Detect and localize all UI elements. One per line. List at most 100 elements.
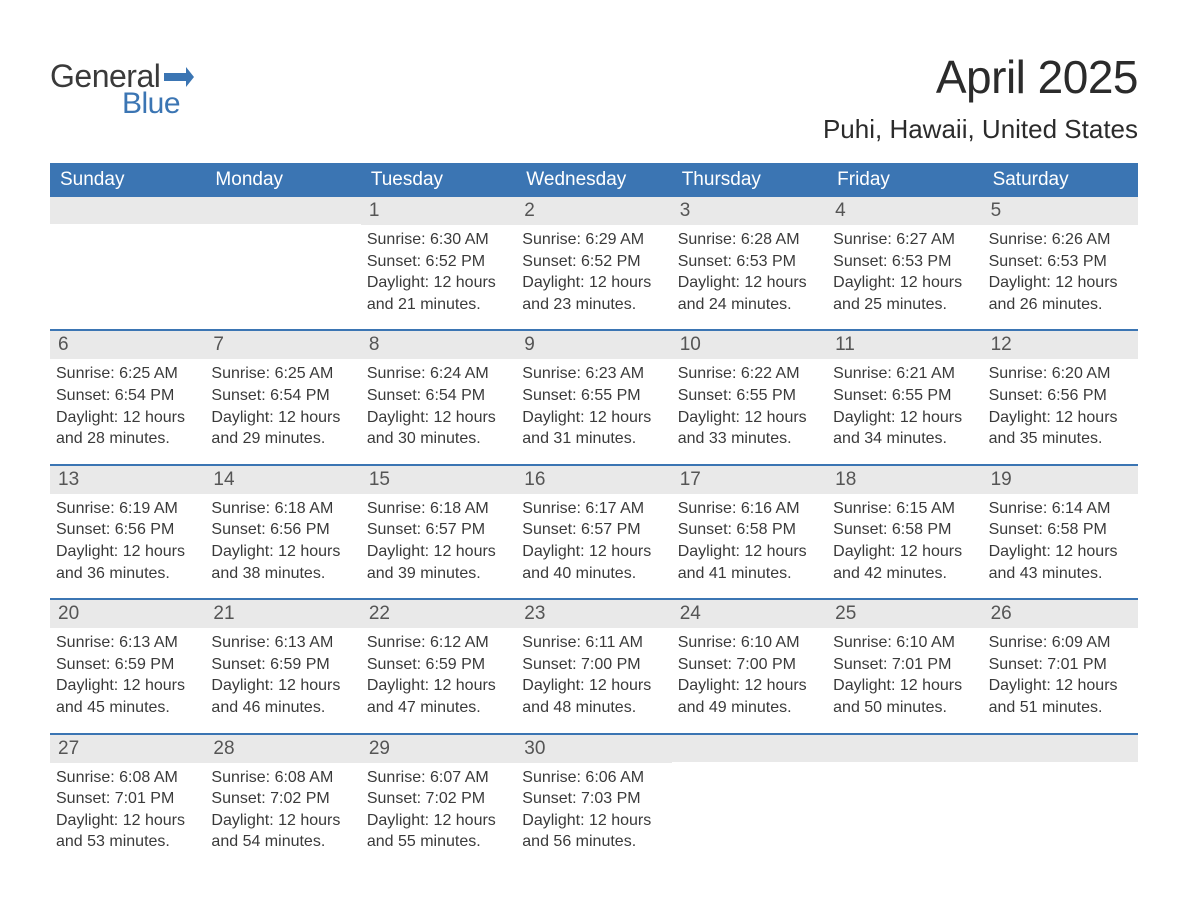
sunset-text: Sunset: 6:56 PM — [989, 385, 1132, 407]
day-cell — [827, 735, 982, 853]
day-cell: 24Sunrise: 6:10 AMSunset: 7:00 PMDayligh… — [672, 600, 827, 718]
header: General Blue April 2025 Puhi, Hawaii, Un… — [50, 50, 1138, 145]
day-cell: 27Sunrise: 6:08 AMSunset: 7:01 PMDayligh… — [50, 735, 205, 853]
sunrise-text: Sunrise: 6:29 AM — [522, 229, 665, 251]
day-number: 15 — [361, 466, 516, 494]
sunset-text: Sunset: 6:55 PM — [522, 385, 665, 407]
sunrise-text: Sunrise: 6:30 AM — [367, 229, 510, 251]
day-details: Sunrise: 6:24 AMSunset: 6:54 PMDaylight:… — [361, 359, 516, 449]
daylight-text: Daylight: 12 hours and 47 minutes. — [367, 675, 510, 718]
sunset-text: Sunset: 6:55 PM — [833, 385, 976, 407]
daylight-text: Daylight: 12 hours and 42 minutes. — [833, 541, 976, 584]
sunset-text: Sunset: 7:03 PM — [522, 788, 665, 810]
day-number: 8 — [361, 331, 516, 359]
day-cell: 10Sunrise: 6:22 AMSunset: 6:55 PMDayligh… — [672, 331, 827, 449]
sunset-text: Sunset: 6:52 PM — [522, 251, 665, 273]
sunrise-text: Sunrise: 6:20 AM — [989, 363, 1132, 385]
day-number: 17 — [672, 466, 827, 494]
sunset-text: Sunset: 6:58 PM — [989, 519, 1132, 541]
location-label: Puhi, Hawaii, United States — [823, 114, 1138, 145]
sunset-text: Sunset: 6:53 PM — [989, 251, 1132, 273]
sunrise-text: Sunrise: 6:25 AM — [211, 363, 354, 385]
day-number: 25 — [827, 600, 982, 628]
daylight-text: Daylight: 12 hours and 38 minutes. — [211, 541, 354, 584]
day-details: Sunrise: 6:15 AMSunset: 6:58 PMDaylight:… — [827, 494, 982, 584]
sunset-text: Sunset: 6:54 PM — [211, 385, 354, 407]
daylight-text: Daylight: 12 hours and 45 minutes. — [56, 675, 199, 718]
day-details: Sunrise: 6:18 AMSunset: 6:57 PMDaylight:… — [361, 494, 516, 584]
sunrise-text: Sunrise: 6:24 AM — [367, 363, 510, 385]
daylight-text: Daylight: 12 hours and 48 minutes. — [522, 675, 665, 718]
day-cell — [983, 735, 1138, 853]
day-details: Sunrise: 6:13 AMSunset: 6:59 PMDaylight:… — [205, 628, 360, 718]
day-cell: 25Sunrise: 6:10 AMSunset: 7:01 PMDayligh… — [827, 600, 982, 718]
day-details: Sunrise: 6:13 AMSunset: 6:59 PMDaylight:… — [50, 628, 205, 718]
day-details: Sunrise: 6:25 AMSunset: 6:54 PMDaylight:… — [205, 359, 360, 449]
week-row: 20Sunrise: 6:13 AMSunset: 6:59 PMDayligh… — [50, 598, 1138, 718]
sunrise-text: Sunrise: 6:21 AM — [833, 363, 976, 385]
day-number — [205, 197, 360, 224]
day-cell — [672, 735, 827, 853]
daylight-text: Daylight: 12 hours and 23 minutes. — [522, 272, 665, 315]
day-details: Sunrise: 6:27 AMSunset: 6:53 PMDaylight:… — [827, 225, 982, 315]
daylight-text: Daylight: 12 hours and 50 minutes. — [833, 675, 976, 718]
day-cell: 4Sunrise: 6:27 AMSunset: 6:53 PMDaylight… — [827, 197, 982, 315]
dayhead-saturday: Saturday — [983, 163, 1138, 197]
day-details: Sunrise: 6:21 AMSunset: 6:55 PMDaylight:… — [827, 359, 982, 449]
sunset-text: Sunset: 7:01 PM — [56, 788, 199, 810]
day-cell: 11Sunrise: 6:21 AMSunset: 6:55 PMDayligh… — [827, 331, 982, 449]
dayhead-wednesday: Wednesday — [516, 163, 671, 197]
day-header-row: Sunday Monday Tuesday Wednesday Thursday… — [50, 163, 1138, 197]
sunrise-text: Sunrise: 6:10 AM — [678, 632, 821, 654]
sunset-text: Sunset: 6:52 PM — [367, 251, 510, 273]
day-cell: 23Sunrise: 6:11 AMSunset: 7:00 PMDayligh… — [516, 600, 671, 718]
day-number: 19 — [983, 466, 1138, 494]
sunset-text: Sunset: 6:55 PM — [678, 385, 821, 407]
sunrise-text: Sunrise: 6:16 AM — [678, 498, 821, 520]
sunset-text: Sunset: 6:56 PM — [56, 519, 199, 541]
day-cell: 21Sunrise: 6:13 AMSunset: 6:59 PMDayligh… — [205, 600, 360, 718]
title-block: April 2025 Puhi, Hawaii, United States — [823, 50, 1138, 145]
sunrise-text: Sunrise: 6:12 AM — [367, 632, 510, 654]
sunrise-text: Sunrise: 6:18 AM — [367, 498, 510, 520]
daylight-text: Daylight: 12 hours and 35 minutes. — [989, 407, 1132, 450]
day-details: Sunrise: 6:11 AMSunset: 7:00 PMDaylight:… — [516, 628, 671, 718]
day-number: 9 — [516, 331, 671, 359]
day-number: 6 — [50, 331, 205, 359]
day-details: Sunrise: 6:09 AMSunset: 7:01 PMDaylight:… — [983, 628, 1138, 718]
day-details: Sunrise: 6:23 AMSunset: 6:55 PMDaylight:… — [516, 359, 671, 449]
day-cell: 8Sunrise: 6:24 AMSunset: 6:54 PMDaylight… — [361, 331, 516, 449]
dayhead-monday: Monday — [205, 163, 360, 197]
day-number — [983, 735, 1138, 762]
day-cell — [50, 197, 205, 315]
sunrise-text: Sunrise: 6:07 AM — [367, 767, 510, 789]
sunrise-text: Sunrise: 6:22 AM — [678, 363, 821, 385]
day-cell: 17Sunrise: 6:16 AMSunset: 6:58 PMDayligh… — [672, 466, 827, 584]
sunset-text: Sunset: 6:58 PM — [833, 519, 976, 541]
sunset-text: Sunset: 6:58 PM — [678, 519, 821, 541]
daylight-text: Daylight: 12 hours and 24 minutes. — [678, 272, 821, 315]
day-cell: 28Sunrise: 6:08 AMSunset: 7:02 PMDayligh… — [205, 735, 360, 853]
day-cell: 5Sunrise: 6:26 AMSunset: 6:53 PMDaylight… — [983, 197, 1138, 315]
day-details: Sunrise: 6:16 AMSunset: 6:58 PMDaylight:… — [672, 494, 827, 584]
day-cell: 30Sunrise: 6:06 AMSunset: 7:03 PMDayligh… — [516, 735, 671, 853]
dayhead-friday: Friday — [827, 163, 982, 197]
daylight-text: Daylight: 12 hours and 29 minutes. — [211, 407, 354, 450]
daylight-text: Daylight: 12 hours and 56 minutes. — [522, 810, 665, 853]
daylight-text: Daylight: 12 hours and 39 minutes. — [367, 541, 510, 584]
day-number: 21 — [205, 600, 360, 628]
week-row: 6Sunrise: 6:25 AMSunset: 6:54 PMDaylight… — [50, 329, 1138, 449]
day-details: Sunrise: 6:10 AMSunset: 7:01 PMDaylight:… — [827, 628, 982, 718]
sunset-text: Sunset: 6:59 PM — [56, 654, 199, 676]
day-details: Sunrise: 6:29 AMSunset: 6:52 PMDaylight:… — [516, 225, 671, 315]
day-number: 13 — [50, 466, 205, 494]
day-cell: 14Sunrise: 6:18 AMSunset: 6:56 PMDayligh… — [205, 466, 360, 584]
day-number: 5 — [983, 197, 1138, 225]
day-number: 7 — [205, 331, 360, 359]
daylight-text: Daylight: 12 hours and 55 minutes. — [367, 810, 510, 853]
day-details: Sunrise: 6:18 AMSunset: 6:56 PMDaylight:… — [205, 494, 360, 584]
day-cell: 15Sunrise: 6:18 AMSunset: 6:57 PMDayligh… — [361, 466, 516, 584]
daylight-text: Daylight: 12 hours and 54 minutes. — [211, 810, 354, 853]
day-details: Sunrise: 6:12 AMSunset: 6:59 PMDaylight:… — [361, 628, 516, 718]
sunset-text: Sunset: 6:57 PM — [367, 519, 510, 541]
